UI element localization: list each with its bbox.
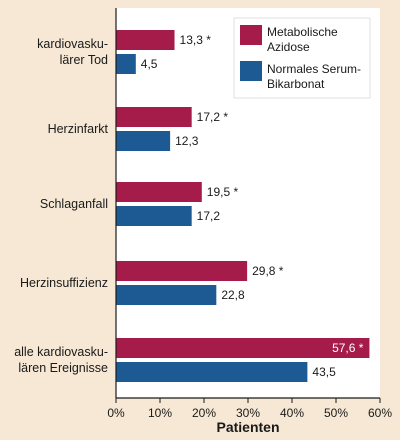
data-label: 43,5 xyxy=(312,365,336,379)
category-label-line: Herzinfarkt xyxy=(48,122,109,136)
data-label: 19,5 * xyxy=(207,185,239,199)
legend-label-line: Bikarbonat xyxy=(267,77,325,91)
legend-swatch-normales-serum-bikarbonat xyxy=(240,61,262,81)
x-tick-label: 20% xyxy=(192,406,216,420)
category-label: Herzinsuffizienz xyxy=(20,276,108,290)
legend-swatch-metabolische-azidose xyxy=(240,25,262,45)
data-label: 17,2 xyxy=(197,209,221,223)
bar-metabolische-azidose xyxy=(116,261,248,281)
x-tick-label: 30% xyxy=(236,406,260,420)
bar-normales-serum-bikarbonat xyxy=(116,206,192,226)
legend-label-line: Azidose xyxy=(267,40,310,54)
category-label: Schlaganfall xyxy=(40,197,108,211)
data-label: 17,2 * xyxy=(197,110,229,124)
x-tick-label: 60% xyxy=(368,406,392,420)
legend-label-line: Metabolische xyxy=(267,25,338,39)
data-label: 22,8 xyxy=(221,288,245,302)
category-label: kardiovasku-lärer Tod xyxy=(37,37,108,67)
data-label: 13,3 * xyxy=(180,33,212,47)
bar-metabolische-azidose xyxy=(116,338,370,358)
legend-label-line: Normales Serum- xyxy=(267,62,361,76)
data-label: 4,5 xyxy=(141,57,158,71)
x-tick-label: 10% xyxy=(148,406,172,420)
bar-normales-serum-bikarbonat xyxy=(116,362,308,382)
bar-normales-serum-bikarbonat xyxy=(116,54,136,74)
data-label: 29,8 * xyxy=(252,264,284,278)
bar-metabolische-azidose xyxy=(116,30,175,50)
category-label-line: kardiovasku- xyxy=(37,37,108,51)
x-tick-label: 40% xyxy=(280,406,304,420)
category-label-line: Schlaganfall xyxy=(40,197,108,211)
category-label-line: alle kardiovasku- xyxy=(14,345,108,359)
category-label: alle kardiovasku-lären Ereignisse xyxy=(14,345,108,375)
data-label: 12,3 xyxy=(175,134,199,148)
bar-metabolische-azidose xyxy=(116,182,202,202)
legend-label-metabolische-azidose: Metabolische Azidose xyxy=(267,25,338,54)
bar-normales-serum-bikarbonat xyxy=(116,285,217,305)
data-label: 57,6 * xyxy=(332,341,364,355)
bar-metabolische-azidose xyxy=(116,107,192,127)
x-ticks: 0% 10% 20% 30% 40% 50% 60% xyxy=(107,398,392,420)
x-tick-label: 50% xyxy=(324,406,348,420)
bar-normales-serum-bikarbonat xyxy=(116,131,171,151)
category-label-line: lären Ereignisse xyxy=(18,361,108,375)
category-label-line: Herzinsuffizienz xyxy=(20,276,108,290)
legend-label-normales-serum-bikarbonat: Normales Serum-Bikarbonat xyxy=(267,62,361,91)
x-tick-label: 0% xyxy=(107,406,125,420)
bars-layer xyxy=(116,30,370,382)
x-axis-title: Patienten xyxy=(216,419,279,435)
category-label: Herzinfarkt xyxy=(48,122,109,136)
legend: Metabolische Azidose Normales Serum-Bikar… xyxy=(233,17,371,99)
category-label-line: lärer Tod xyxy=(60,53,108,67)
labels-layer: kardiovasku-lärer Tod 13,3 * 4,5 Herzinfark… xyxy=(14,33,364,379)
